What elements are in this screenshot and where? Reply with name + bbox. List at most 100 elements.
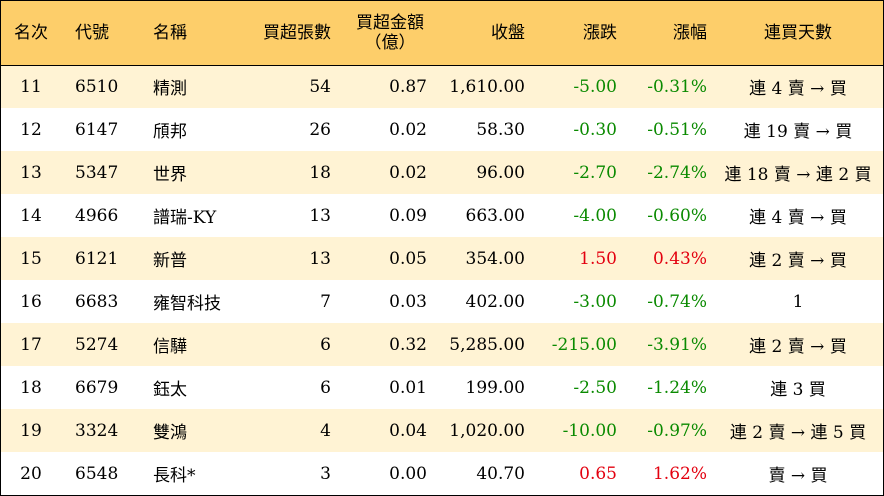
table-row[interactable]: 13 5347 世界 18 0.02 96.00 -2.70 -2.74% 連 18 賣 → 連… <box>1 151 883 194</box>
cell-rank: 12 <box>20 119 42 140</box>
cell-code: 6683 <box>75 291 119 312</box>
cell-net-amount: 0.00 <box>389 463 427 484</box>
cell-net-amount: 0.04 <box>389 420 427 441</box>
header-net-amount[interactable]: 買超金額 （億） <box>337 1 433 66</box>
table-row[interactable]: 11 6510 精測 54 0.87 1,610.00 -5.00 -0.31% 連 4 賣 →… <box>1 65 883 108</box>
cell-close: 354.00 <box>465 248 525 269</box>
table-row[interactable]: 18 6679 鈺太 6 0.01 199.00 -2.50 -1.24% 連 3 買 <box>1 366 883 409</box>
cell-days: 1 <box>792 291 804 312</box>
header-rank[interactable]: 名次 <box>1 1 61 66</box>
cell-days: 連 2 賣 → 買 <box>749 337 847 357</box>
cell-change: -215.00 <box>551 334 617 355</box>
header-pct[interactable]: 漲幅 <box>623 1 713 66</box>
cell-name: 譜瑞-KY <box>153 208 217 228</box>
cell-change: -2.70 <box>573 162 617 183</box>
table-row[interactable]: 12 6147 頎邦 26 0.02 58.30 -0.30 -0.51% 連 19 賣 → 買 <box>1 108 883 151</box>
cell-name: 信驊 <box>153 337 187 357</box>
cell-days: 連 19 賣 → 買 <box>743 122 853 142</box>
cell-name: 鈺太 <box>153 380 187 400</box>
cell-net-lots: 54 <box>309 76 331 97</box>
cell-pct: -2.74% <box>647 162 707 183</box>
header-days[interactable]: 連買天數 <box>713 1 883 66</box>
header-name[interactable]: 名稱 <box>131 1 251 66</box>
cell-pct: -0.31% <box>647 76 707 97</box>
cell-days: 連 3 買 <box>770 380 826 400</box>
cell-code: 6679 <box>75 377 119 398</box>
cell-rank: 14 <box>20 205 42 226</box>
cell-change: 0.65 <box>579 463 617 484</box>
table-row[interactable]: 17 5274 信驊 6 0.32 5,285.00 -215.00 -3.91% 連 2 賣 … <box>1 323 883 366</box>
cell-name: 世界 <box>153 165 187 185</box>
cell-net-amount: 0.01 <box>389 377 427 398</box>
table-row[interactable]: 19 3324 雙鴻 4 0.04 1,020.00 -10.00 -0.97% 連 2 賣 →… <box>1 409 883 452</box>
table-body: 11 6510 精測 54 0.87 1,610.00 -5.00 -0.31% 連 4 賣 →… <box>1 65 883 495</box>
cell-net-amount: 0.02 <box>389 162 427 183</box>
cell-net-lots: 3 <box>320 463 331 484</box>
cell-days: 連 2 賣 → 買 <box>749 251 847 271</box>
cell-days: 連 18 賣 → 連 2 買 <box>724 165 872 185</box>
cell-pct: 0.43% <box>652 248 707 269</box>
cell-net-lots: 13 <box>309 205 331 226</box>
header-row: 名次 代號 名稱 買超張數 買超金額 （億） 收盤 漲跌 漲幅 連買天數 <box>1 1 883 66</box>
cell-name: 長科* <box>153 466 196 486</box>
cell-net-lots: 26 <box>309 119 331 140</box>
cell-change: -10.00 <box>562 420 617 441</box>
cell-days: 連 4 賣 → 買 <box>749 79 847 100</box>
cell-change: -2.50 <box>573 377 617 398</box>
cell-name: 精測 <box>153 79 187 100</box>
table-row[interactable]: 20 6548 長科* 3 0.00 40.70 0.65 1.62% 賣 → 買 <box>1 452 883 495</box>
cell-rank: 20 <box>20 463 42 484</box>
cell-close: 663.00 <box>465 205 525 226</box>
cell-code: 5347 <box>75 162 119 183</box>
cell-name: 雙鴻 <box>153 423 187 443</box>
cell-rank: 17 <box>20 334 42 355</box>
cell-code: 4966 <box>75 205 119 226</box>
cell-pct: -3.91% <box>647 334 707 355</box>
cell-name: 頎邦 <box>153 122 187 142</box>
table-row[interactable]: 16 6683 雍智科技 7 0.03 402.00 -3.00 -0.74% 1 <box>1 280 883 323</box>
cell-pct: -0.74% <box>647 291 707 312</box>
table-row[interactable]: 14 4966 譜瑞-KY 13 0.09 663.00 -4.00 -0.60% 連 4 賣 … <box>1 194 883 237</box>
header-net-lots[interactable]: 買超張數 <box>251 1 337 66</box>
header-close[interactable]: 收盤 <box>433 1 531 66</box>
cell-code: 6121 <box>75 248 119 269</box>
cell-pct: -0.60% <box>647 205 707 226</box>
cell-net-lots: 18 <box>309 162 331 183</box>
cell-close: 5,285.00 <box>449 334 525 355</box>
header-net-amount-line1: 買超金額 <box>356 12 424 33</box>
cell-pct: -1.24% <box>647 377 707 398</box>
cell-change: -0.30 <box>573 119 617 140</box>
cell-code: 6147 <box>75 119 119 140</box>
cell-rank: 13 <box>20 162 42 183</box>
cell-change: -3.00 <box>573 291 617 312</box>
cell-code: 6510 <box>75 76 119 97</box>
cell-net-amount: 0.05 <box>389 248 427 269</box>
cell-close: 58.30 <box>476 119 525 140</box>
cell-net-amount: 0.32 <box>389 334 427 355</box>
cell-close: 40.70 <box>476 463 525 484</box>
cell-close: 1,020.00 <box>449 420 525 441</box>
cell-net-amount: 0.09 <box>389 205 427 226</box>
cell-code: 5274 <box>75 334 119 355</box>
cell-net-lots: 6 <box>320 334 331 355</box>
cell-days: 連 2 賣 → 連 5 買 <box>729 423 867 443</box>
table-header: 名次 代號 名稱 買超張數 買超金額 （億） 收盤 漲跌 漲幅 連買天數 <box>1 1 883 66</box>
cell-close: 402.00 <box>465 291 525 312</box>
cell-change: -4.00 <box>573 205 617 226</box>
cell-net-lots: 6 <box>320 377 331 398</box>
header-net-amount-line2: （億） <box>364 32 416 53</box>
header-code[interactable]: 代號 <box>61 1 131 66</box>
cell-rank: 11 <box>20 76 42 97</box>
header-change[interactable]: 漲跌 <box>531 1 623 66</box>
table-row[interactable]: 15 6121 新普 13 0.05 354.00 1.50 0.43% 連 2 賣 → 買 <box>1 237 883 280</box>
cell-rank: 16 <box>20 291 42 312</box>
cell-change: -5.00 <box>573 76 617 97</box>
cell-pct: -0.97% <box>647 420 707 441</box>
cell-pct: -0.51% <box>647 119 707 140</box>
cell-rank: 18 <box>20 377 42 398</box>
cell-pct: 1.62% <box>652 463 707 484</box>
cell-rank: 19 <box>20 420 42 441</box>
cell-code: 3324 <box>75 420 119 441</box>
cell-code: 6548 <box>75 463 119 484</box>
